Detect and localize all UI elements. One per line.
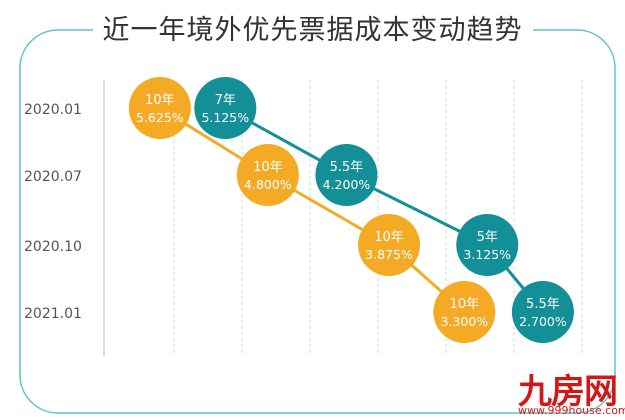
data-point — [194, 77, 257, 139]
y-tick-label: 2020.10 — [24, 239, 82, 255]
data-label-tenor: 10年 — [450, 297, 480, 312]
y-tick-label: 2020.01 — [24, 102, 82, 118]
data-point — [456, 214, 519, 276]
data-label-tenor: 7年 — [215, 93, 236, 108]
y-tick-label: 2021.01 — [24, 306, 82, 322]
data-point — [236, 144, 299, 206]
data-point — [128, 77, 191, 139]
data-label-rate: 5.125% — [201, 110, 249, 125]
data-point — [433, 281, 496, 343]
series-line-0 — [159, 106, 466, 314]
data-point — [358, 214, 421, 276]
data-label-tenor: 5.5年 — [526, 297, 560, 312]
data-label-rate: 5.625% — [136, 110, 184, 125]
data-label-tenor: 10年 — [145, 93, 175, 108]
data-label-rate: 2.700% — [519, 314, 567, 329]
data-label-tenor: 10年 — [253, 160, 283, 175]
data-label-rate: 4.200% — [323, 177, 371, 192]
watermark-site: www.999house.com — [518, 404, 625, 417]
data-label-tenor: 5.5年 — [330, 160, 364, 175]
data-label-rate: 3.125% — [463, 247, 511, 262]
data-label-tenor: 10年 — [374, 230, 404, 245]
data-point — [511, 281, 574, 343]
series-line-1 — [224, 106, 545, 313]
data-label-rate: 3.300% — [440, 314, 488, 329]
chart-title: 近一年境外优先票据成本变动趋势 — [0, 8, 625, 47]
watermark-logo: 九房网 — [518, 372, 618, 412]
data-label-rate: 3.875% — [365, 247, 413, 262]
data-label-rate: 4.800% — [244, 177, 292, 192]
y-tick-label: 2020.07 — [24, 169, 82, 185]
data-label-tenor: 5年 — [477, 230, 498, 245]
data-point — [315, 144, 378, 206]
